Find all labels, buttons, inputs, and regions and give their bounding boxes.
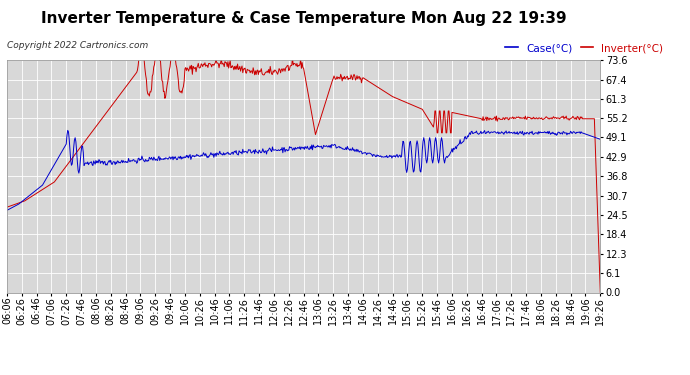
Text: Copyright 2022 Cartronics.com: Copyright 2022 Cartronics.com — [7, 41, 148, 50]
Legend: Case(°C), Inverter(°C): Case(°C), Inverter(°C) — [501, 39, 667, 57]
Text: Inverter Temperature & Case Temperature Mon Aug 22 19:39: Inverter Temperature & Case Temperature … — [41, 11, 566, 26]
